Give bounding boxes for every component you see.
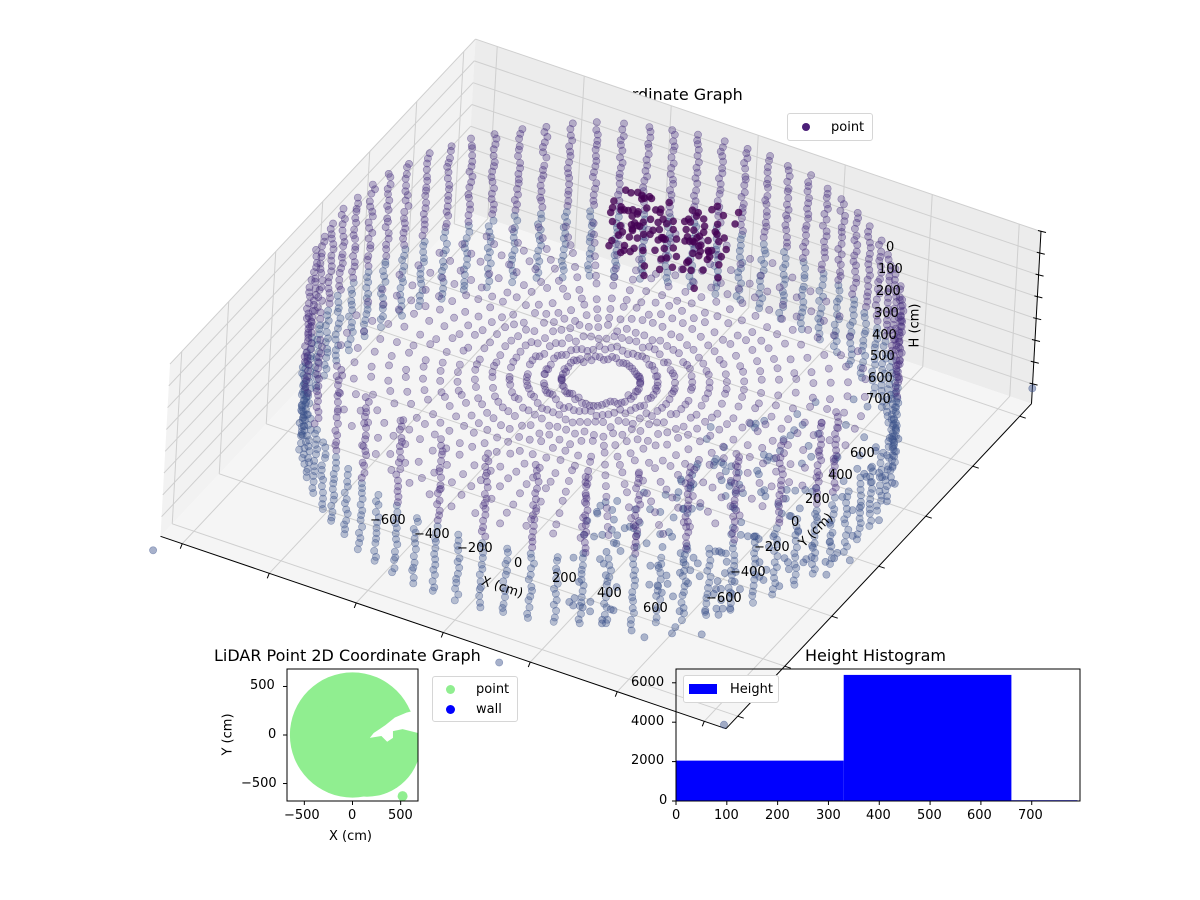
legend-marker-wall-icon — [446, 704, 455, 714]
x-tick: 200 — [765, 808, 790, 823]
x-tick: −200 — [457, 541, 493, 556]
y-tick: 200 — [805, 492, 830, 507]
y-tick: 6000 — [631, 675, 665, 690]
y-tick: −200 — [754, 540, 790, 555]
y-tick: 2000 — [631, 753, 665, 768]
histogram-frame — [675, 668, 1081, 802]
y-tick: 0 — [268, 727, 277, 742]
plot2d-legend: point wall — [432, 676, 518, 722]
histogram-bars — [676, 674, 1078, 801]
histogram-bar — [843, 674, 1012, 801]
x-tick: 500 — [388, 808, 413, 823]
x-tick: −400 — [414, 527, 450, 542]
y-tick: −600 — [706, 591, 742, 606]
y-tick: 500 — [250, 678, 275, 693]
x-tick: 100 — [714, 808, 739, 823]
legend-marker-point-icon — [446, 684, 455, 694]
point-cloud — [149, 118, 1037, 729]
histogram-bar — [676, 760, 844, 801]
z-tick: 400 — [872, 328, 897, 343]
y-tick: −500 — [241, 776, 277, 791]
x-tick: 600 — [643, 601, 668, 616]
x-tick: 0 — [672, 808, 681, 823]
x-tick: 600 — [967, 808, 992, 823]
z-tick: 0 — [886, 240, 895, 255]
x-tick: 400 — [597, 586, 622, 601]
y-tick: −400 — [730, 565, 766, 580]
point-fill — [289, 672, 418, 801]
x-tick: 200 — [552, 571, 577, 586]
y-tick: 0 — [659, 793, 668, 808]
x-tick: 700 — [1018, 808, 1043, 823]
legend-patch-icon — [689, 684, 717, 694]
legend-label-wall: wall — [476, 701, 502, 717]
legend-label-height: Height — [730, 681, 773, 697]
legend-label-point: point — [831, 119, 865, 135]
x-tick: 0 — [348, 808, 357, 823]
z-tick: 500 — [870, 349, 895, 364]
x-tick: 500 — [917, 808, 942, 823]
z-tick: 200 — [876, 284, 901, 299]
z-tick: 600 — [868, 371, 893, 386]
x-tick: 400 — [866, 808, 891, 823]
x-tick: 300 — [816, 808, 841, 823]
x-tick: 0 — [514, 556, 523, 571]
x-tick: −600 — [370, 513, 406, 528]
legend-label-point: point — [476, 681, 510, 697]
z-tick: 700 — [866, 392, 891, 407]
plot2d-x-label: X (cm) — [329, 829, 372, 844]
z-tick: 300 — [874, 306, 899, 321]
y-tick: 400 — [828, 468, 853, 483]
legend-marker-icon — [802, 123, 810, 131]
plot2d-title: LiDAR Point 2D Coordinate Graph — [214, 646, 481, 665]
y-tick: 0 — [791, 515, 800, 530]
plot3d-legend: point — [787, 113, 873, 141]
y-tick: 600 — [850, 446, 875, 461]
z-tick: 100 — [878, 262, 903, 277]
histogram-legend: Height — [683, 675, 779, 703]
histogram-title: Height Histogram — [805, 646, 946, 665]
x-tick: −500 — [284, 808, 320, 823]
y-tick: 4000 — [631, 714, 665, 729]
